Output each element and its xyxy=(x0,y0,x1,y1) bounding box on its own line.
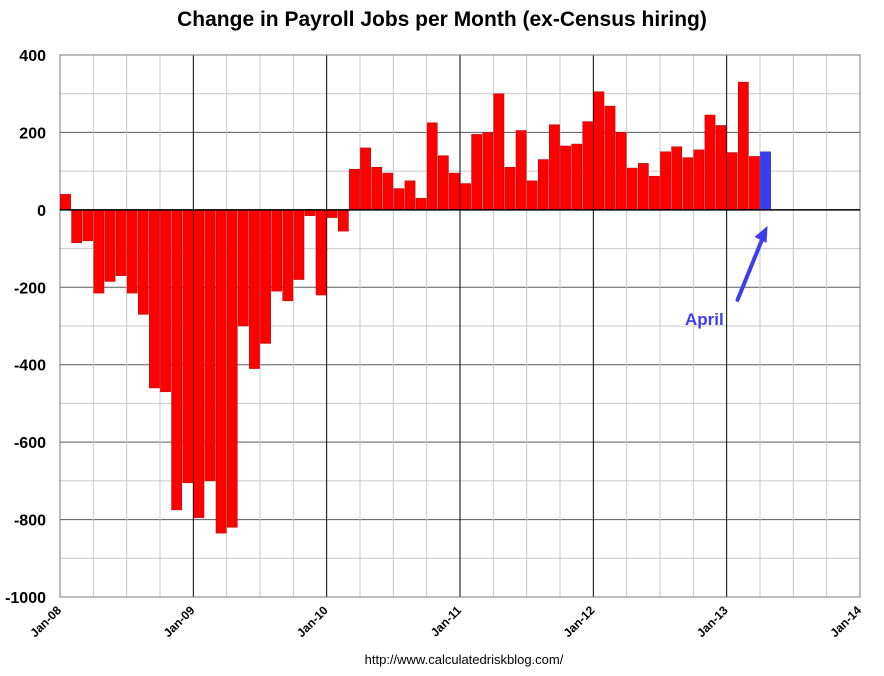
bar-jun-12 xyxy=(649,175,660,211)
bar-sep-10 xyxy=(415,197,427,211)
bar-apr-13 xyxy=(760,151,771,211)
bar-jan-12 xyxy=(593,91,605,211)
bar-sep-09 xyxy=(282,209,294,302)
y-tick-label: -1000 xyxy=(5,590,46,607)
bar-mar-10 xyxy=(349,168,360,211)
bar-mar-13 xyxy=(749,156,760,211)
bar-oct-09 xyxy=(293,209,305,280)
y-tick-label: 200 xyxy=(19,125,46,142)
y-tick-label: -400 xyxy=(14,358,46,375)
bar-nov-08 xyxy=(171,209,183,511)
bar-aug-12 xyxy=(671,146,683,211)
bar-jun-10 xyxy=(382,172,394,211)
bar-nov-10 xyxy=(437,155,449,211)
bar-nov-12 xyxy=(704,114,716,211)
y-tick-label: -200 xyxy=(14,280,46,297)
bar-aug-08 xyxy=(137,209,149,315)
bar-may-09 xyxy=(237,209,249,327)
x-tick-label: Jan-13 xyxy=(694,603,731,640)
bar-jan-10 xyxy=(326,209,338,218)
bar-nov-09 xyxy=(304,209,316,216)
plot-frame xyxy=(59,54,861,598)
source-note: http://www.calculatedriskblog.com/ xyxy=(364,652,564,667)
bar-dec-10 xyxy=(449,172,460,211)
bar-aug-09 xyxy=(271,209,283,292)
bar-feb-08 xyxy=(71,209,83,244)
annotation-label: April xyxy=(685,310,724,329)
bar-sep-08 xyxy=(149,209,160,389)
bar-feb-13 xyxy=(737,81,749,211)
bar-dec-11 xyxy=(582,121,594,211)
bar-jan-13 xyxy=(726,152,738,211)
bar-apr-11 xyxy=(493,93,505,211)
bar-oct-11 xyxy=(560,145,571,211)
bar-jun-09 xyxy=(249,209,260,369)
bar-jun-11 xyxy=(515,130,527,211)
y-tick-label: -600 xyxy=(14,435,46,452)
bar-sep-12 xyxy=(682,157,694,211)
bar-aug-11 xyxy=(537,159,549,211)
y-tick-label: 400 xyxy=(19,48,46,65)
bar-may-12 xyxy=(637,163,649,211)
x-tick-label: Jan-08 xyxy=(27,603,64,640)
bar-feb-11 xyxy=(471,134,483,211)
bar-jan-11 xyxy=(460,183,471,211)
bar-may-11 xyxy=(504,167,516,211)
bar-feb-12 xyxy=(604,105,616,211)
x-tick-label: Jan-11 xyxy=(428,603,465,640)
bar-jul-11 xyxy=(526,180,538,211)
bar-may-08 xyxy=(104,209,116,282)
bar-dec-12 xyxy=(715,125,727,211)
x-tick-label: Jan-09 xyxy=(161,603,198,640)
bar-jan-08 xyxy=(60,194,71,211)
bar-jul-08 xyxy=(126,209,138,294)
chart-title: Change in Payroll Jobs per Month (ex-Cen… xyxy=(177,8,707,31)
bar-jan-09 xyxy=(193,209,205,518)
bars-layer xyxy=(60,81,771,534)
bar-oct-08 xyxy=(160,209,171,393)
bar-apr-10 xyxy=(360,147,371,211)
y-tick-label: 0 xyxy=(37,203,46,220)
bar-dec-09 xyxy=(315,209,327,296)
bar-sep-11 xyxy=(549,124,560,211)
annotation-layer xyxy=(735,225,768,302)
bar-jul-10 xyxy=(393,188,405,211)
bar-feb-10 xyxy=(337,209,349,232)
bar-mar-11 xyxy=(482,132,494,211)
bar-may-10 xyxy=(371,167,383,211)
x-tick-label: Jan-10 xyxy=(294,603,331,640)
bar-dec-08 xyxy=(182,209,194,484)
bar-feb-09 xyxy=(204,209,216,482)
bar-jun-08 xyxy=(115,209,127,276)
bar-aug-10 xyxy=(404,180,416,211)
bar-mar-12 xyxy=(615,132,627,211)
bar-oct-12 xyxy=(693,149,705,211)
bar-jul-12 xyxy=(660,151,671,211)
bar-nov-11 xyxy=(571,143,583,211)
annotation-arrow-shaft xyxy=(735,233,766,302)
x-tick-label: Jan-12 xyxy=(561,603,598,640)
y-tick-label: -800 xyxy=(14,513,46,530)
annotation-arrow-head xyxy=(754,225,768,243)
bar-oct-10 xyxy=(426,122,438,211)
bar-apr-09 xyxy=(226,209,238,528)
bar-mar-08 xyxy=(82,209,94,242)
bar-apr-08 xyxy=(93,209,105,294)
x-tick-label: Jan-14 xyxy=(827,603,864,640)
bar-jul-09 xyxy=(260,209,271,344)
bar-mar-09 xyxy=(215,209,227,534)
bar-apr-12 xyxy=(626,167,638,211)
